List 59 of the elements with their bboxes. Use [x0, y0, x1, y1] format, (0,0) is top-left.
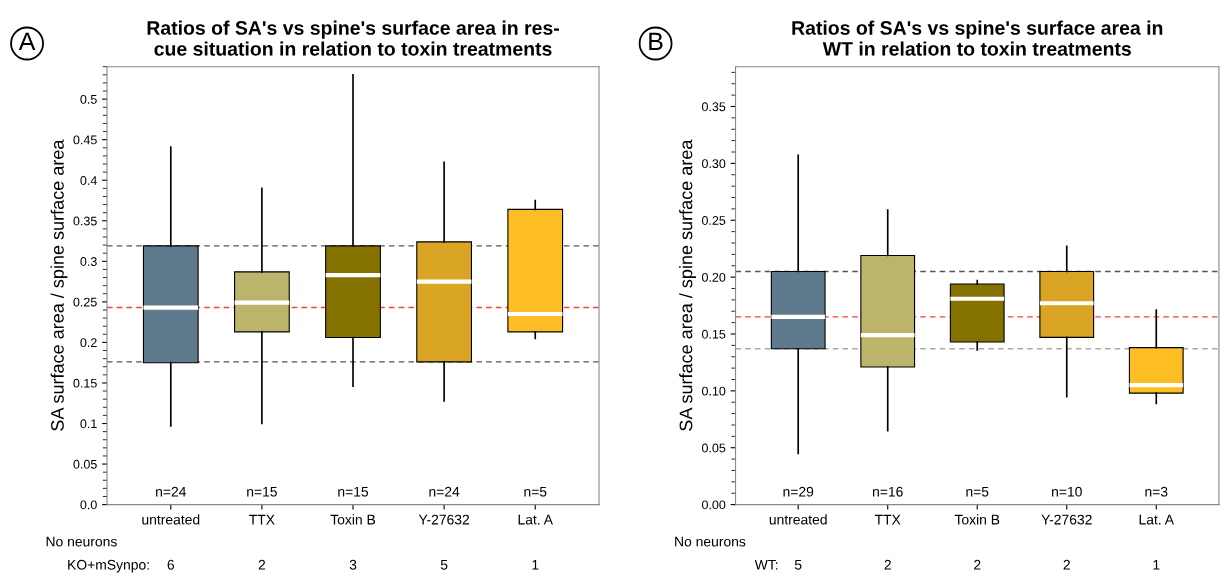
text: A — [18, 32, 36, 50]
annotation: n=3 — [1145, 486, 1168, 497]
x-tick-label: untreated — [142, 514, 200, 525]
text: WT: — [754, 560, 778, 570]
y-tick-label: 0.0 — [80, 500, 97, 510]
y-tick-label: 0.2 — [80, 338, 97, 348]
x-tick-label: untreated — [769, 514, 827, 525]
y-tick-label: 0.05 — [73, 459, 97, 469]
y-tick-label: 0.35 — [701, 102, 726, 112]
y-tick-label: 0.30 — [701, 159, 726, 169]
x-tick-label: TTX — [249, 514, 275, 525]
x-tick-label: Y-27632 — [418, 514, 470, 525]
annotation: n=24 — [429, 486, 460, 497]
x-tick-label: Y-27632 — [1041, 514, 1092, 525]
y-tick-label: 0.45 — [73, 135, 97, 145]
chart-title: Ratios of SA's vs spine's surface area in WT in relation to toxin treatments — [792, 20, 1163, 56]
text: 3 — [349, 559, 357, 570]
text: 2 — [1063, 559, 1070, 570]
y-tick-label: 0.15 — [701, 329, 726, 339]
x-tick-label: Toxin B — [954, 514, 1000, 525]
text: KO+mSynpo: — [68, 559, 149, 573]
y-tick-label: 0.05 — [701, 443, 726, 453]
text: 2 — [884, 559, 891, 570]
annotation: n=16 — [873, 486, 903, 497]
x-tick-label: Lat. A — [518, 514, 553, 525]
text: 5 — [794, 560, 802, 570]
text: 2 — [974, 559, 981, 570]
text: 6 — [167, 559, 175, 570]
annotation: n=5 — [966, 486, 989, 497]
x-tick-label: Toxin B — [330, 514, 376, 525]
text: No neurons — [675, 536, 746, 547]
y-tick-label: 0.4 — [80, 176, 97, 185]
annotation: n=15 — [338, 486, 369, 497]
y-tick-label: 0.10 — [701, 386, 726, 396]
annotation: n=24 — [156, 486, 187, 497]
y-tick-label: 0.15 — [73, 378, 97, 388]
chart-title: Ratios of SA's vs spine's surface area in res- cue situation in relation to toxin treatments — [147, 20, 559, 56]
text: No neurons — [46, 536, 117, 547]
x-tick-label: TTX — [874, 514, 901, 525]
text: 1 — [1153, 560, 1160, 570]
y-tick-label: 0.3 — [80, 257, 97, 266]
y-tick-label: 0.25 — [701, 216, 726, 225]
y-tick-label: 0.5 — [80, 94, 97, 104]
annotation: n=29 — [783, 486, 814, 497]
text: 5 — [440, 560, 448, 570]
y-axis-title: SA surface area / spine surface area — [679, 139, 696, 431]
text: 1 — [532, 560, 539, 570]
annotation: n=15 — [247, 486, 277, 497]
text: B — [649, 32, 663, 50]
y-axis-title: SA surface area / spine surface area — [50, 139, 68, 431]
y-tick-label: 0.25 — [73, 297, 97, 307]
y-tick-label: 0.20 — [701, 272, 726, 282]
x-tick-label: Lat. A — [1139, 514, 1174, 525]
text: 2 — [258, 559, 266, 570]
annotation: n=10 — [1052, 486, 1082, 497]
annotation: n=5 — [524, 486, 547, 497]
y-tick-label: 0.1 — [80, 419, 97, 429]
y-tick-label: 0.00 — [701, 500, 726, 510]
y-tick-label: 0.35 — [73, 216, 97, 226]
